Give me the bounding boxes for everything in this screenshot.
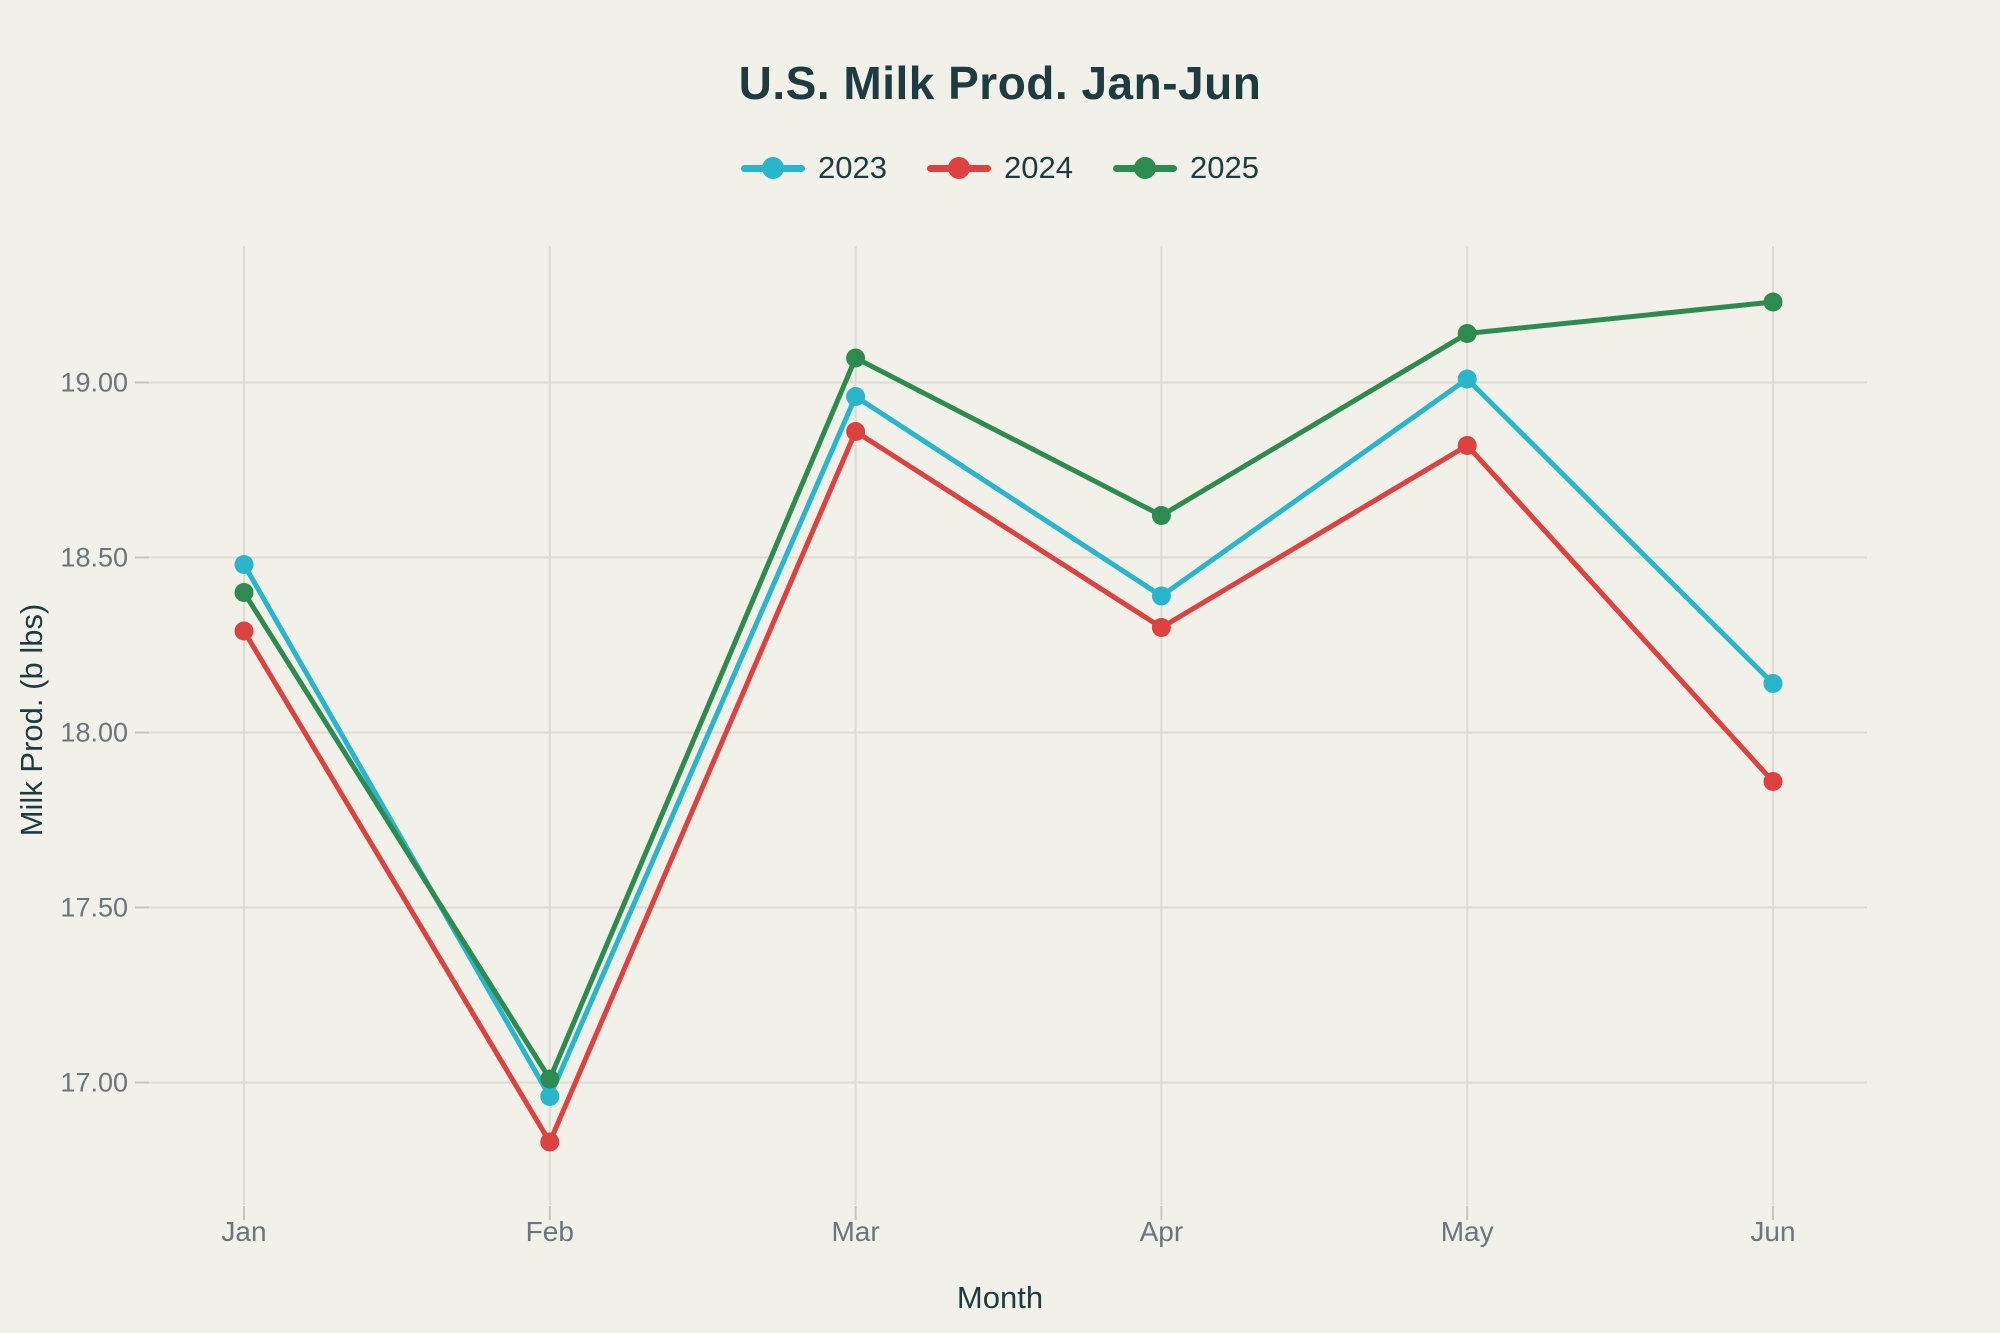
data-point-2025-Apr[interactable]: [1151, 506, 1171, 525]
data-point-2023-Apr[interactable]: [1151, 586, 1171, 606]
y-tick-label: 17.50: [60, 893, 128, 923]
line-dot-marker-icon: [1112, 156, 1177, 180]
data-point-2024-Apr[interactable]: [1151, 618, 1171, 637]
data-point-2025-Jan[interactable]: [234, 583, 254, 602]
legend-label: 2025: [1189, 150, 1259, 185]
series-line-2024: [241, 429, 1776, 1145]
x-tick-label: Apr: [1140, 1216, 1184, 1247]
data-point-2024-Jun[interactable]: [1763, 772, 1783, 791]
x-tick-label: Mar: [831, 1216, 879, 1247]
x-axis-title: Month: [956, 1280, 1044, 1315]
y-tick-label: 18.00: [60, 718, 128, 748]
data-point-2024-Mar[interactable]: [846, 422, 866, 441]
chart-title: U.S. Milk Prod. Jan-Jun: [738, 57, 1262, 109]
data-point-2023-Jun[interactable]: [1763, 674, 1783, 693]
data-point-2024-May[interactable]: [1457, 436, 1477, 455]
y-tick-label: 18.50: [60, 543, 128, 573]
data-point-2023-May[interactable]: [1457, 369, 1477, 389]
legend-item-2025[interactable]: 2025: [1112, 150, 1259, 186]
series-line-2023: [241, 376, 1776, 1099]
x-tick-label: Feb: [526, 1216, 574, 1247]
data-point-2024-Jan[interactable]: [234, 621, 254, 641]
x-tick-label: Jan: [221, 1216, 266, 1247]
data-point-2023-Feb[interactable]: [540, 1087, 560, 1106]
legend-item-2024[interactable]: 2024: [927, 150, 1073, 186]
data-point-2025-Mar[interactable]: [846, 348, 866, 368]
data-point-2024-Feb[interactable]: [540, 1132, 560, 1152]
legend-label: 2023: [818, 150, 888, 185]
legend: 2023 2024 2025: [0, 150, 2000, 186]
data-point-2025-Jun[interactable]: [1763, 292, 1783, 312]
legend-marker-dot: [762, 157, 785, 179]
series-line-2025: [241, 299, 1776, 1082]
line-dot-marker-icon: [741, 156, 806, 180]
data-point-2023-Jan[interactable]: [234, 555, 254, 574]
data-point-2025-May[interactable]: [1457, 324, 1477, 343]
data-point-2025-Feb[interactable]: [540, 1069, 560, 1089]
y-axis-title: Milk Prod. (b lbs): [14, 603, 49, 837]
legend-marker-dot: [948, 157, 971, 179]
legend-marker-dot: [1133, 157, 1156, 179]
y-tick-label: 17.00: [60, 1068, 128, 1098]
x-tick-label: May: [1441, 1216, 1494, 1247]
y-tick-label: 19.00: [60, 368, 128, 398]
x-tick-label: Jun: [1750, 1216, 1795, 1247]
data-point-2023-Mar[interactable]: [846, 387, 866, 406]
legend-item-2023[interactable]: 2023: [741, 150, 887, 186]
line-dot-marker-icon: [927, 156, 992, 180]
legend-label: 2024: [1004, 150, 1073, 185]
